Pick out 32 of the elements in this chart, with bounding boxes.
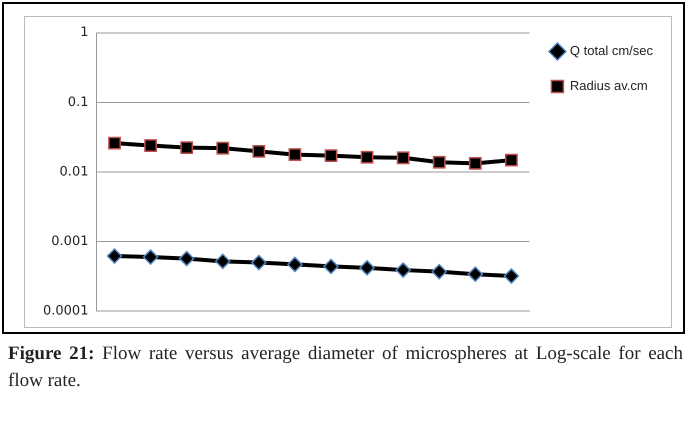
point — [252, 144, 266, 158]
point — [431, 264, 447, 280]
point — [504, 154, 518, 167]
point — [288, 148, 302, 161]
point — [468, 156, 482, 170]
point — [178, 250, 194, 266]
point — [360, 150, 374, 164]
point — [142, 249, 158, 265]
point — [287, 256, 303, 272]
y-tick-label: 0.001 — [51, 234, 88, 249]
point — [216, 142, 230, 155]
point — [468, 266, 484, 282]
point — [180, 141, 194, 154]
point — [251, 254, 267, 270]
point — [106, 248, 122, 264]
y-tick-label: 0.1 — [68, 94, 88, 110]
y-tick-label: 0.01 — [60, 164, 88, 180]
point — [324, 149, 338, 162]
point — [215, 254, 231, 270]
point — [359, 260, 375, 276]
point — [504, 268, 520, 284]
legend-label: Q total cm/sec — [570, 43, 654, 58]
point — [432, 156, 446, 169]
point — [395, 262, 411, 278]
point — [144, 139, 158, 152]
caption: Figure 21: Flow rate versus average diameter of microspheres at Log-scale for each flow rate. — [8, 342, 683, 393]
legend-label: Radius av.cm — [570, 78, 648, 94]
point — [108, 136, 121, 150]
y-tick-label: 0.0001 — [42, 304, 88, 319]
point — [323, 258, 339, 274]
y-tick-label: 1 — [80, 25, 88, 40]
point — [396, 151, 410, 164]
